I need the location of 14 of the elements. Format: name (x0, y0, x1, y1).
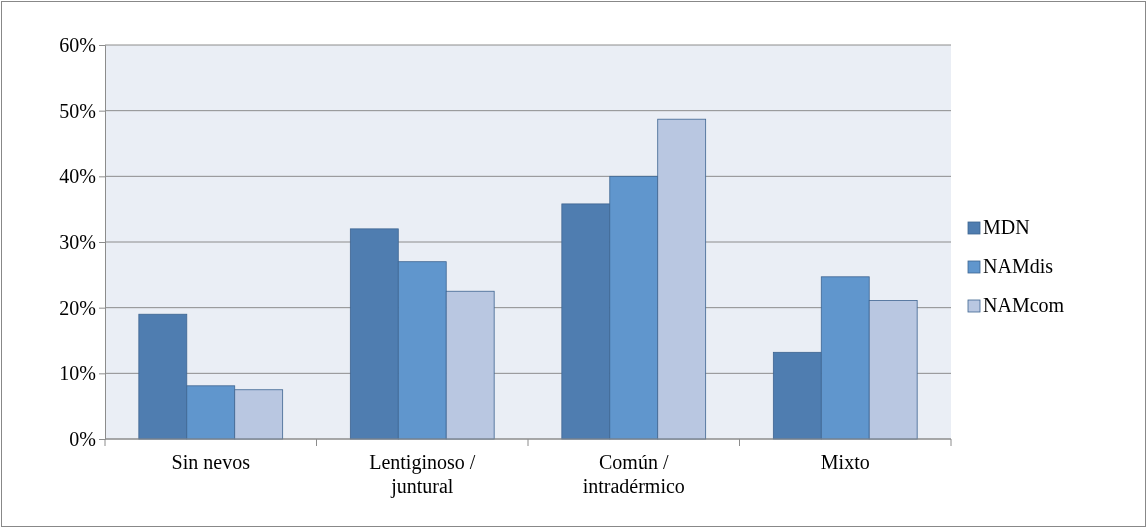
x-tick-label: Lentiginoso / juntural (369, 451, 476, 498)
x-tick-label: Sin nevos (171, 451, 251, 473)
y-tick-label: 60% (59, 33, 96, 56)
legend-label: NAMcom (983, 294, 1065, 316)
legend-label: MDN (983, 216, 1030, 238)
y-tick-label: 0% (69, 427, 96, 450)
y-tick-label: 30% (59, 230, 96, 253)
legend-label: NAMdis (983, 255, 1054, 277)
y-tick-label: 40% (59, 165, 96, 188)
y-tick-label: 10% (59, 362, 96, 385)
y-tick-label: 50% (59, 99, 96, 122)
x-tick-label: Mixto (820, 451, 870, 473)
x-tick-label: Común / intradérmico (582, 451, 685, 497)
y-tick-label: 20% (59, 296, 96, 319)
